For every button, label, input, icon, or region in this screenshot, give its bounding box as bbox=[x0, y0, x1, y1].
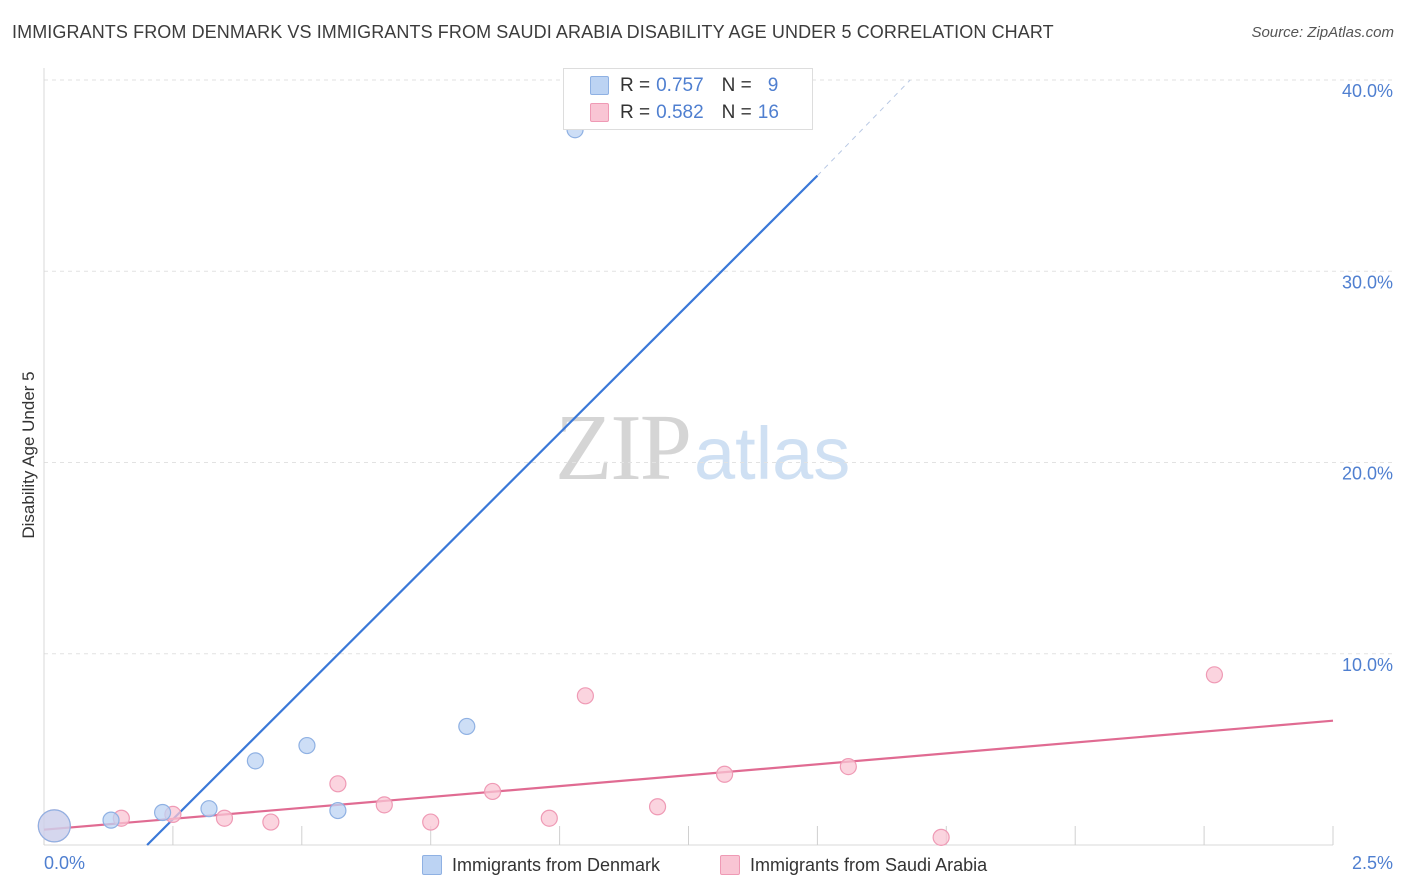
bottom-legend-denmark-label: Immigrants from Denmark bbox=[452, 854, 661, 875]
data-point-saudi bbox=[576, 687, 594, 705]
bottom-legend-denmark: Immigrants from Denmark bbox=[422, 852, 660, 878]
x-tick-label: 2.5% bbox=[1352, 853, 1393, 873]
bottom-legend-saudi-label: Immigrants from Saudi Arabia bbox=[750, 854, 988, 875]
trend-line-saudi bbox=[43, 719, 1334, 831]
y-tick-label: 30.0% bbox=[1342, 272, 1393, 292]
data-point-denmark bbox=[298, 736, 316, 755]
trend-line-denmark bbox=[146, 174, 819, 846]
axes bbox=[43, 68, 1334, 846]
data-point-denmark bbox=[246, 752, 264, 770]
data-point-saudi bbox=[540, 809, 558, 827]
legend-swatch-saudi bbox=[590, 103, 609, 122]
data-point-saudi bbox=[483, 782, 502, 801]
bottom-swatch-saudi bbox=[720, 855, 740, 875]
data-point-denmark bbox=[102, 811, 120, 829]
legend-r-label: R = bbox=[620, 102, 651, 123]
data-point-denmark bbox=[200, 800, 218, 818]
trend-lines bbox=[43, 79, 1334, 846]
data-point-denmark bbox=[458, 717, 476, 736]
legend-r-value: 0.582 bbox=[656, 102, 704, 123]
legend-row-denmark: R = 0.757 N = 9 bbox=[620, 73, 778, 99]
data-point-saudi bbox=[329, 775, 347, 793]
bottom-swatch-denmark bbox=[422, 855, 442, 875]
legend-swatch-denmark bbox=[590, 76, 609, 95]
data-point-saudi bbox=[648, 798, 667, 816]
data-point-saudi bbox=[839, 757, 857, 776]
data-points bbox=[37, 121, 1224, 846]
data-point-saudi bbox=[932, 828, 950, 846]
legend-n-label: N = bbox=[721, 75, 752, 96]
legend-n-value: 9 bbox=[767, 75, 779, 96]
chart-title: IMMIGRANTS FROM DENMARK VS IMMIGRANTS FR… bbox=[12, 22, 1054, 42]
tick-labels: 10.0% 20.0% 30.0% 40.0% 0.0% 2.5% bbox=[44, 81, 1393, 873]
y-tick-label: 20.0% bbox=[1342, 464, 1393, 484]
data-point-saudi bbox=[215, 809, 234, 827]
y-axis-label: Disability Age Under 5 bbox=[19, 371, 38, 538]
data-point-saudi bbox=[422, 813, 440, 831]
legend-n-value: 16 bbox=[757, 102, 779, 123]
source-credit: Source: ZipAtlas.com bbox=[1251, 24, 1394, 41]
trend-line-denmark-extension bbox=[817, 79, 911, 176]
bottom-legend-saudi: Immigrants from Saudi Arabia bbox=[720, 852, 987, 878]
data-point-denmark bbox=[329, 801, 347, 820]
data-point-saudi bbox=[262, 813, 280, 831]
legend-r-label: R = bbox=[620, 75, 651, 96]
data-point-saudi bbox=[1205, 666, 1224, 684]
data-point-denmark bbox=[153, 803, 172, 822]
data-point-saudi bbox=[375, 796, 393, 814]
grid-lines bbox=[44, 79, 1395, 655]
data-point-saudi bbox=[715, 765, 734, 783]
y-tick-label: 40.0% bbox=[1342, 81, 1393, 101]
y-tick-label: 10.0% bbox=[1342, 655, 1393, 675]
legend-r-value: 0.757 bbox=[656, 75, 704, 96]
legend-row-saudi: R = 0.582 N = 16 bbox=[620, 100, 779, 126]
x-tick-label: 0.0% bbox=[44, 853, 85, 873]
correlation-legend: R = 0.757 N = 9 R = 0.582 N = 16 bbox=[563, 68, 813, 130]
data-point-denmark bbox=[37, 809, 71, 843]
legend-n-label: N = bbox=[721, 102, 752, 123]
